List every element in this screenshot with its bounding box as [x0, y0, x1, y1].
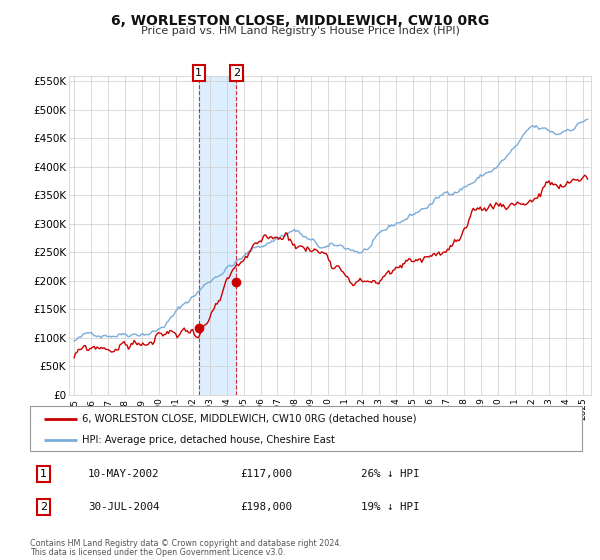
Text: £117,000: £117,000 — [240, 469, 292, 479]
Text: 6, WORLESTON CLOSE, MIDDLEWICH, CW10 0RG: 6, WORLESTON CLOSE, MIDDLEWICH, CW10 0RG — [111, 14, 489, 28]
Text: 2: 2 — [233, 68, 240, 78]
Text: 30-JUL-2004: 30-JUL-2004 — [88, 502, 160, 512]
Text: 1: 1 — [40, 469, 47, 479]
Text: Price paid vs. HM Land Registry's House Price Index (HPI): Price paid vs. HM Land Registry's House … — [140, 26, 460, 36]
FancyBboxPatch shape — [30, 406, 582, 451]
Bar — [199, 76, 236, 395]
Text: 6, WORLESTON CLOSE, MIDDLEWICH, CW10 0RG (detached house): 6, WORLESTON CLOSE, MIDDLEWICH, CW10 0RG… — [82, 413, 417, 423]
Text: This data is licensed under the Open Government Licence v3.0.: This data is licensed under the Open Gov… — [30, 548, 286, 557]
Text: 1: 1 — [196, 68, 202, 78]
Text: 10-MAY-2002: 10-MAY-2002 — [88, 469, 160, 479]
Text: 26% ↓ HPI: 26% ↓ HPI — [361, 469, 420, 479]
Text: 2: 2 — [40, 502, 47, 512]
Text: HPI: Average price, detached house, Cheshire East: HPI: Average price, detached house, Ches… — [82, 435, 335, 445]
Text: 19% ↓ HPI: 19% ↓ HPI — [361, 502, 420, 512]
Text: Contains HM Land Registry data © Crown copyright and database right 2024.: Contains HM Land Registry data © Crown c… — [30, 539, 342, 548]
Text: £198,000: £198,000 — [240, 502, 292, 512]
